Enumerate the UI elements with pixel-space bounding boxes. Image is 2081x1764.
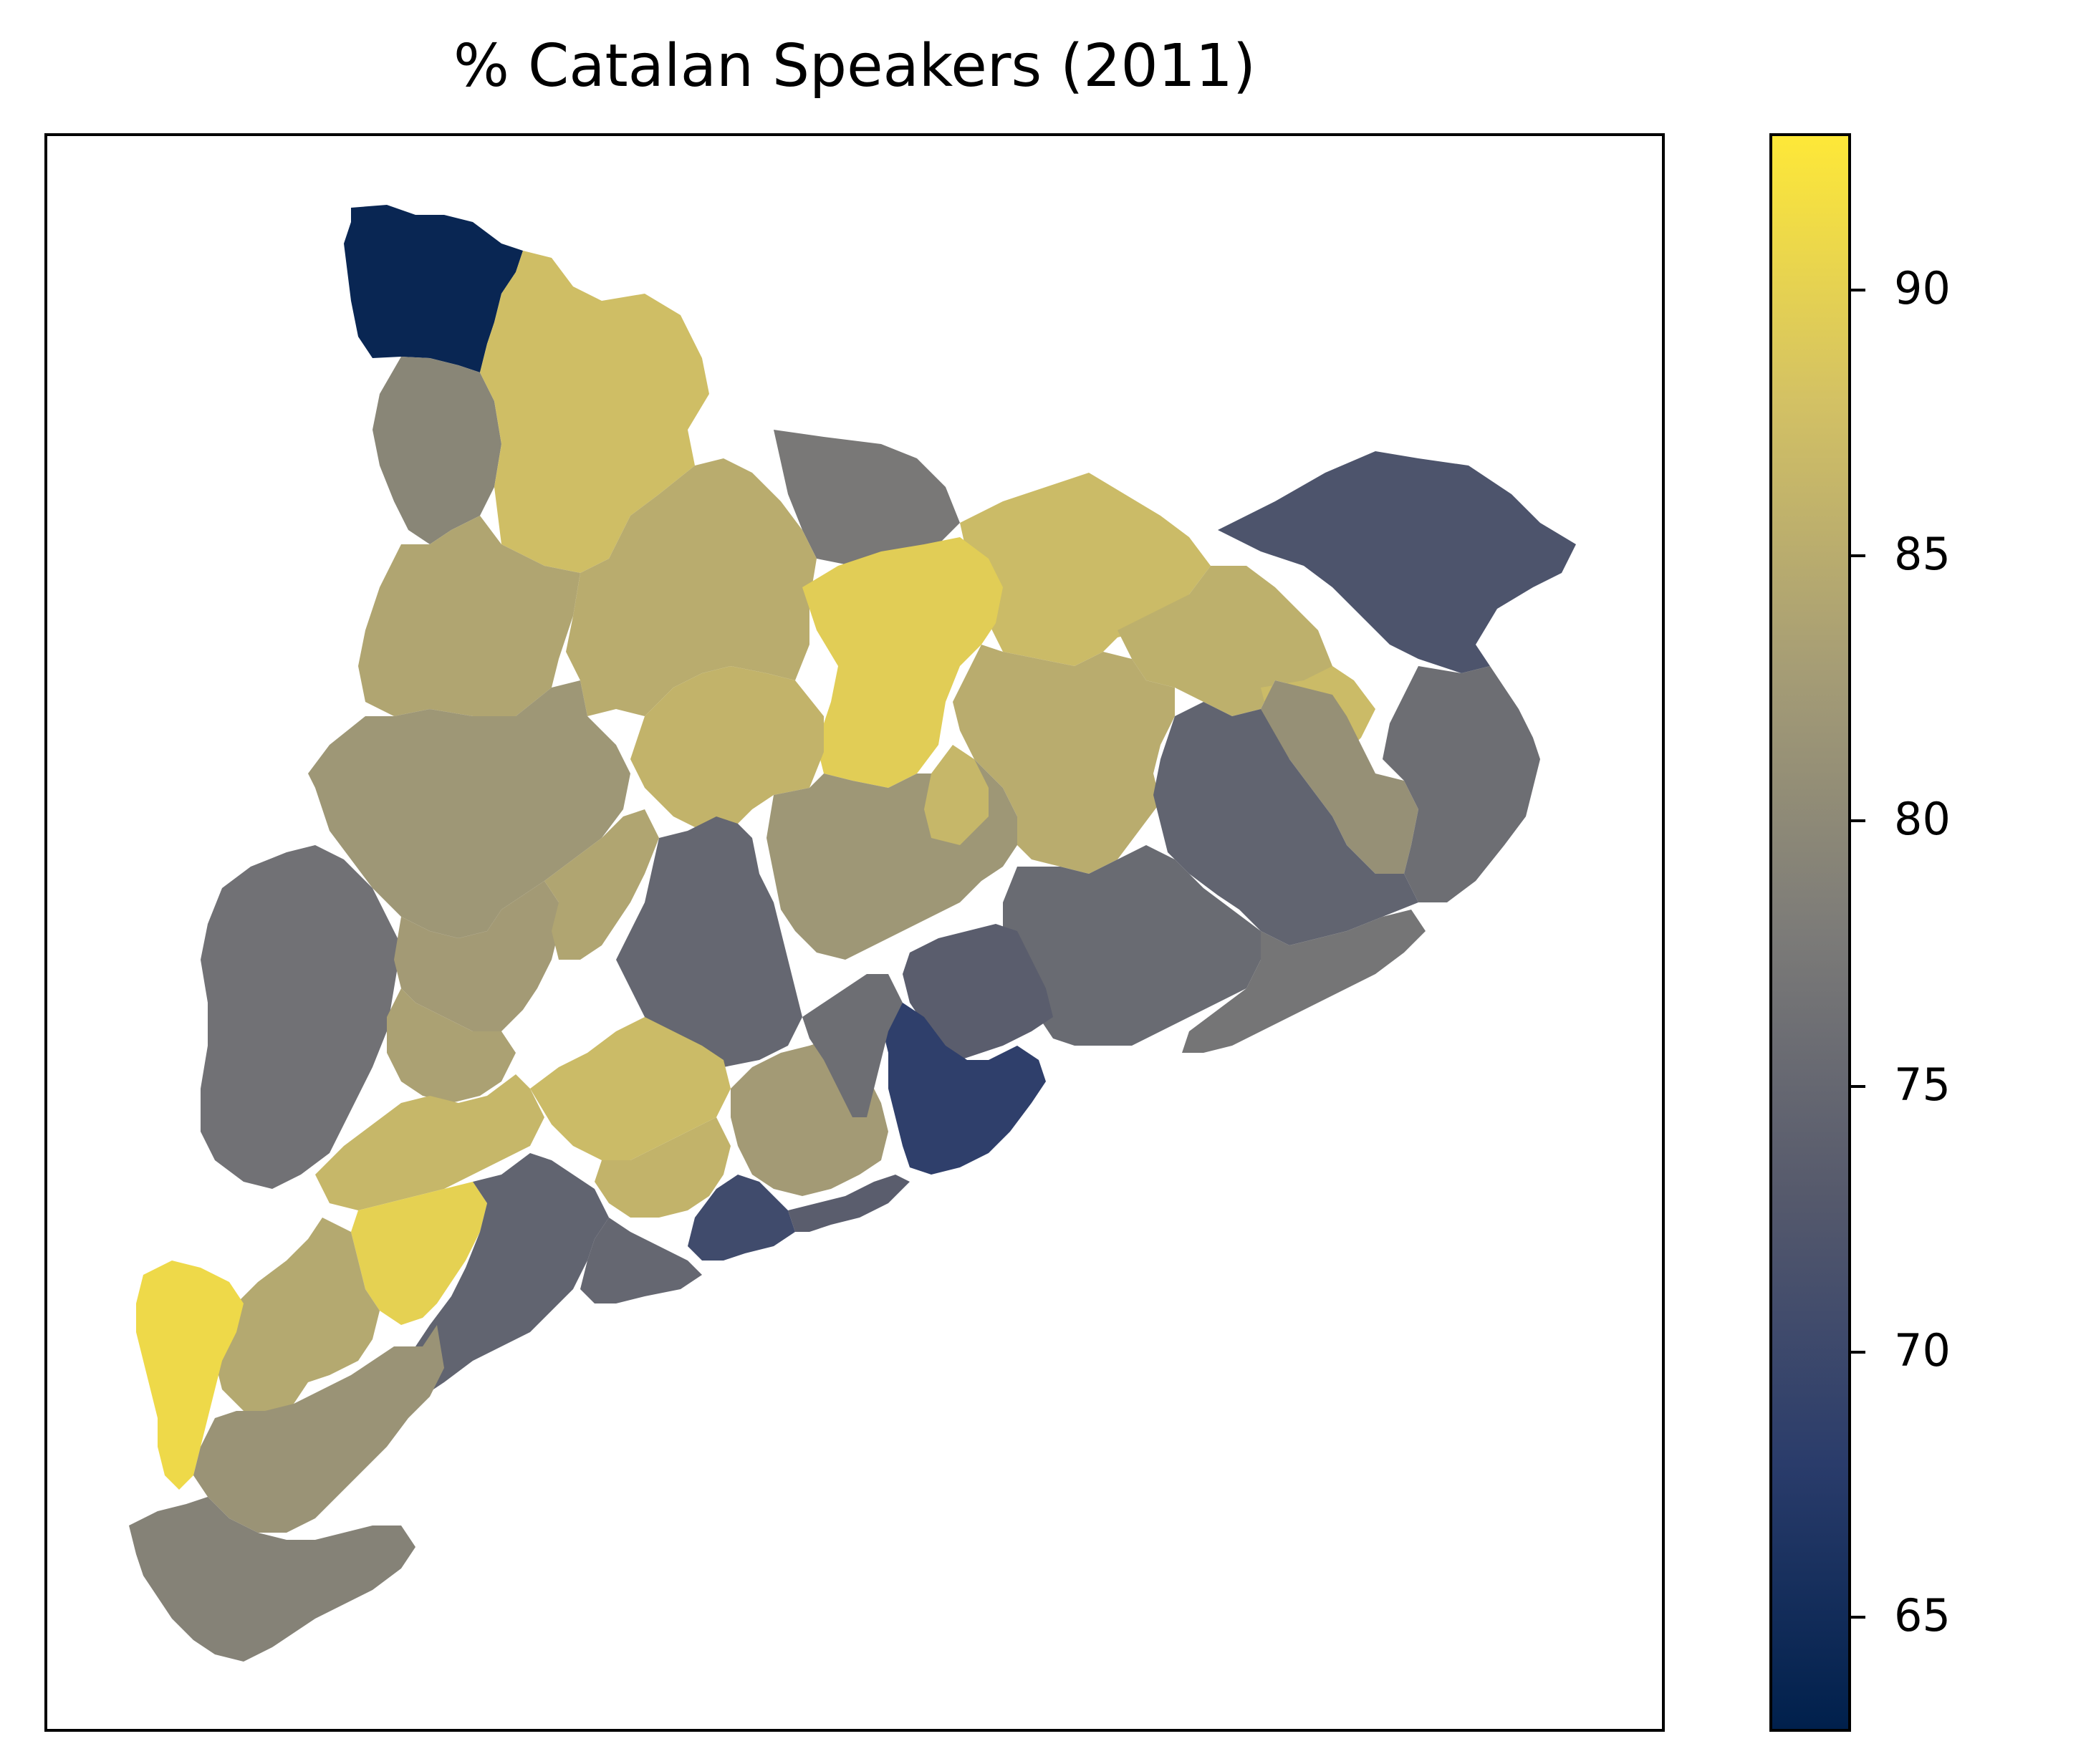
region-alt-urgell (566, 458, 817, 716)
colorbar-tick (1851, 1084, 1865, 1088)
region-valles-occidental (903, 924, 1053, 1060)
region-segarra (544, 809, 659, 960)
colorbar-tick-label: 65 (1894, 1589, 1951, 1642)
region-noguera (308, 680, 630, 938)
region-osona (953, 645, 1175, 874)
region-pla-urgell (387, 988, 516, 1103)
colorbar-tick-label: 75 (1894, 1058, 1951, 1111)
region-pallars-jussa (358, 516, 580, 716)
region-moianes (924, 745, 989, 845)
region-alta-ribagorca (373, 357, 501, 544)
colorbar-tick (1851, 554, 1865, 557)
region-garrigues (315, 1074, 544, 1210)
colorbar-tick (1851, 288, 1865, 291)
region-maresme (1182, 910, 1426, 1053)
region-alt-emporda (1218, 451, 1576, 673)
colorbar-gradient (1772, 136, 1848, 1729)
region-baix-camp (408, 1153, 609, 1397)
region-segria (201, 845, 401, 1189)
region-urgell (394, 881, 559, 1031)
region-ribera-ebre (215, 1218, 380, 1418)
region-valles-oriental (1003, 845, 1261, 1046)
region-bergueda (802, 537, 1003, 788)
region-barcelones (881, 1003, 1046, 1175)
colorbar-tick (1851, 819, 1865, 823)
region-montsia (129, 1497, 415, 1662)
colorbar-tick-label: 85 (1894, 527, 1951, 580)
region-garraf (788, 1175, 910, 1232)
region-garrotxa (1118, 566, 1332, 716)
region-conca-barbera (530, 1017, 731, 1160)
region-baix-llobregat (802, 974, 903, 1117)
region-tarragones (580, 1218, 702, 1303)
colorbar (1769, 133, 1851, 1732)
region-baix-emporda (1383, 666, 1540, 902)
region-pallars-sobira (480, 251, 709, 573)
region-baix-penedes (688, 1175, 795, 1261)
region-cerdanya (774, 430, 960, 566)
region-priorat (351, 1182, 487, 1325)
colorbar-tick-label: 80 (1894, 793, 1951, 846)
colorbar-tick (1851, 1616, 1865, 1619)
region-terra-alta (136, 1261, 244, 1490)
map-canvas (129, 205, 1576, 1662)
region-anoia (616, 816, 802, 1067)
region-baix-ebre (193, 1325, 444, 1533)
region-solsones (630, 666, 824, 831)
chart-title: % Catalan Speakers (2011) (453, 32, 1256, 100)
region-aran (344, 205, 523, 372)
colorbar-tick (1851, 1350, 1865, 1354)
map-frame (44, 133, 1665, 1732)
colorbar-tick-label: 70 (1894, 1324, 1951, 1377)
region-alt-camp (595, 1117, 731, 1218)
colorbar-tick-label: 90 (1894, 261, 1951, 314)
region-girones (1261, 680, 1418, 874)
region-selva (1153, 702, 1418, 945)
